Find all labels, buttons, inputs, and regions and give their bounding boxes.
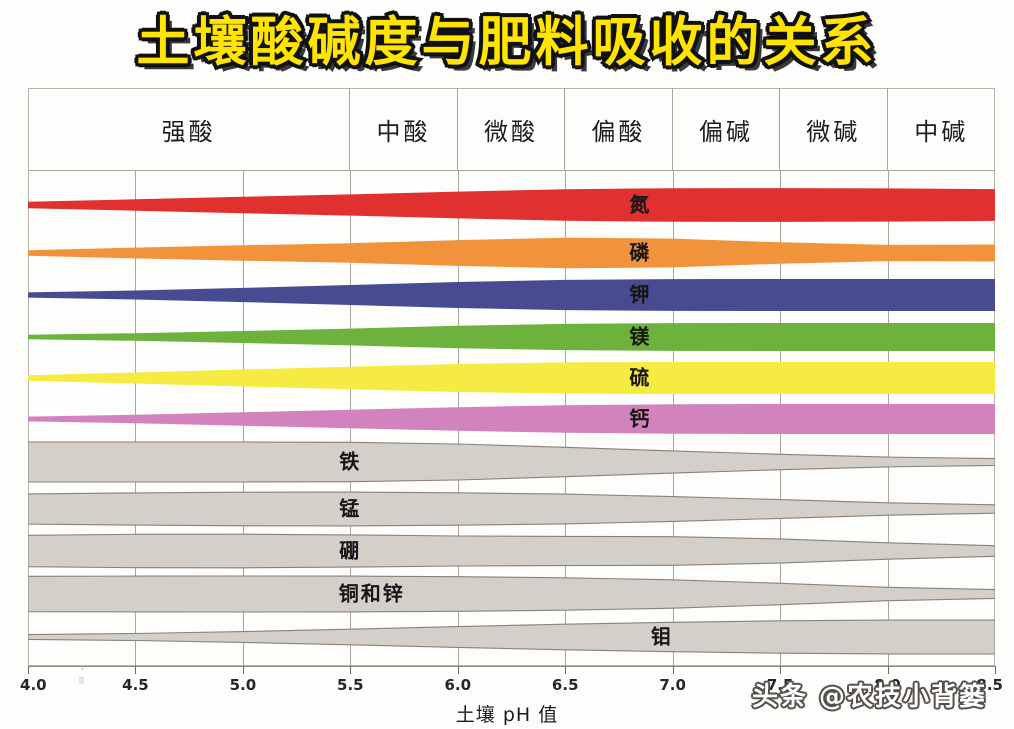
nutrient-band-硼: [28, 533, 995, 569]
nutrient-band-label-硼: 硼: [339, 539, 361, 563]
x-tick-mark-7: [672, 666, 674, 674]
nutrient-band-钙: [28, 404, 995, 434]
nutrient-band-label-钼: 钼: [651, 625, 673, 649]
x-tick-label-7: 7.0: [659, 676, 686, 694]
nutrient-band-铁: [28, 441, 995, 483]
x-tick-label-4.25: ⌷: [79, 676, 85, 686]
nutrient-band-label-锰: 锰: [339, 497, 361, 521]
nutrient-band-label-硫: 硫: [629, 366, 651, 390]
page-title: 土壤酸碱度与肥料吸收的关系: [134, 11, 878, 73]
x-tick-label-4: 4.0: [20, 676, 47, 694]
x-tick-label-6.5: 6.5: [551, 676, 579, 694]
x-axis-title: 土壤 pH 值: [455, 704, 559, 726]
x-tick-mark-8.5: [995, 666, 996, 674]
nutrient-band-label-铁: 铁: [339, 450, 361, 474]
nutrient-band-氮: [28, 188, 995, 222]
x-tick-mark-8: [887, 666, 889, 674]
x-tick-mark-4.25: [81, 666, 83, 670]
x-tick-label-7.5: 7.5: [766, 676, 794, 694]
x-tick-mark-5.5: [350, 666, 352, 674]
nutrient-band-label-钾: 钾: [629, 283, 651, 307]
nutrient-band-label-磷: 磷: [629, 241, 651, 265]
x-tick-mark-5: [242, 666, 244, 674]
x-tick-mark-6.5: [565, 666, 567, 674]
nutrient-band-锰: [28, 491, 995, 527]
x-tick-mark-6: [457, 666, 459, 674]
x-tick-mark-4.5: [135, 666, 137, 674]
nutrient-band-label-氮: 氮: [629, 193, 651, 217]
x-tick-label-6: 6.0: [444, 676, 472, 694]
nutrient-band-钼: [28, 619, 995, 655]
nutrient-band-label-铜和锌: 铜和锌: [339, 582, 405, 606]
x-tick-label-5.5: 5.5: [337, 676, 364, 694]
nutrient-band-镁: [28, 323, 995, 351]
x-axis-line: [28, 666, 995, 667]
chart-title-container: 土壤酸碱度与肥料吸收的关系: [0, 6, 1014, 78]
x-tick-mark-4: [28, 666, 29, 674]
x-tick-label-5: 5.0: [229, 676, 257, 694]
x-tick-label-4.5: 4.5: [122, 676, 149, 694]
nutrient-band-铜和锌: [28, 575, 995, 613]
nutrient-band-label-镁: 镁: [629, 325, 651, 349]
band-shape-group: [28, 188, 995, 655]
x-tick-mark-7.5: [780, 666, 782, 674]
nutrient-band-label-钙: 钙: [629, 407, 651, 431]
x-tick-label-8.5: 8.5: [976, 676, 1003, 694]
nutrient-band-钾: [28, 279, 995, 311]
x-tick-label-8: 8.0: [874, 676, 901, 694]
nutrient-band-硫: [28, 362, 995, 394]
nutrient-band-磷: [28, 237, 995, 269]
